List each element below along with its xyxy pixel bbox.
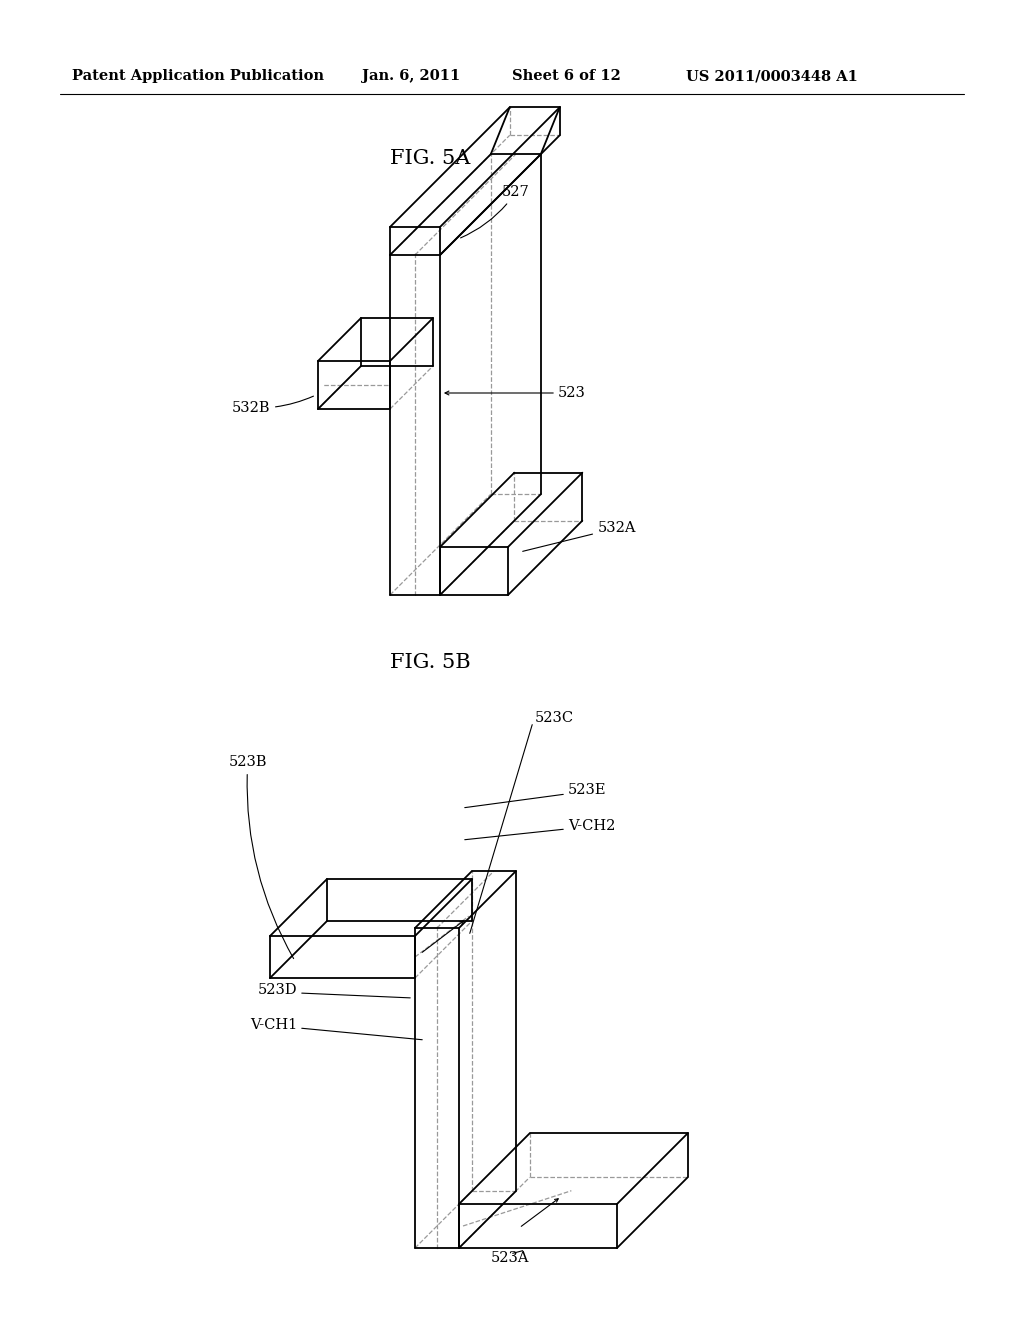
Text: 527: 527 xyxy=(461,185,529,238)
Text: 523B: 523B xyxy=(228,755,294,958)
Text: 532B: 532B xyxy=(231,396,313,414)
Text: V-CH2: V-CH2 xyxy=(568,818,615,833)
Text: US 2011/0003448 A1: US 2011/0003448 A1 xyxy=(686,69,858,83)
Text: FIG. 5A: FIG. 5A xyxy=(390,149,470,168)
Text: Jan. 6, 2011: Jan. 6, 2011 xyxy=(362,69,460,83)
Text: FIG. 5B: FIG. 5B xyxy=(390,652,470,672)
Text: 532A: 532A xyxy=(522,521,637,552)
Text: 523A: 523A xyxy=(490,1251,529,1265)
Text: 523: 523 xyxy=(558,385,586,400)
Text: Patent Application Publication: Patent Application Publication xyxy=(72,69,324,83)
Text: 523D: 523D xyxy=(257,983,297,997)
Text: 523E: 523E xyxy=(568,783,606,797)
Text: Sheet 6 of 12: Sheet 6 of 12 xyxy=(512,69,621,83)
Text: V-CH1: V-CH1 xyxy=(250,1018,297,1032)
Text: 523C: 523C xyxy=(535,711,574,725)
